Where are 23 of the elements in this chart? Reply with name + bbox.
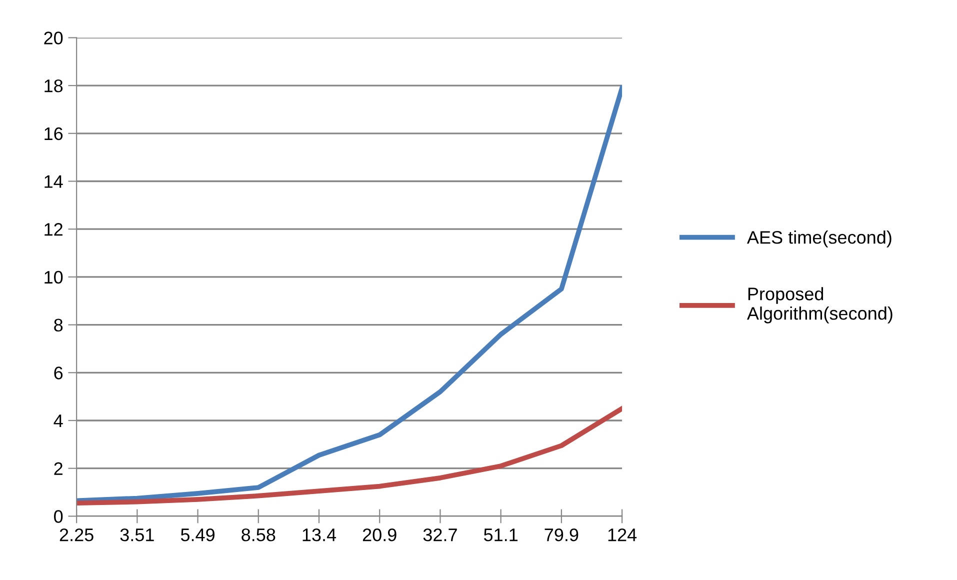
- y-tick-label: 8: [54, 318, 63, 332]
- x-tick-label: 51.1: [484, 528, 518, 542]
- y-tick-label: 2: [54, 462, 62, 475]
- x-tick-label: 8.58: [242, 528, 276, 542]
- x-tick-label: 5.49: [180, 528, 214, 542]
- x-tick-label: 124: [608, 528, 637, 542]
- y-tick-label: 4: [54, 414, 63, 428]
- y-tick-label: 0: [54, 510, 63, 523]
- x-tick-label: 13.4: [302, 528, 336, 542]
- y-tick-label: 10: [44, 270, 63, 284]
- legend-label: Proposed Algorithm(second): [746, 287, 892, 324]
- y-tick-label: 20: [44, 32, 63, 44]
- legend-label: AES time(second): [746, 230, 892, 248]
- x-tick-label: 32.7: [423, 528, 457, 542]
- y-tick-label: 14: [44, 175, 63, 188]
- y-tick-label: 6: [54, 366, 63, 380]
- x-tick-label: 2.25: [60, 528, 94, 542]
- x-tick-label: 79.9: [544, 528, 578, 542]
- y-tick-label: 12: [44, 223, 62, 236]
- y-tick-label: 18: [44, 79, 63, 92]
- x-tick-label: 3.51: [120, 528, 154, 542]
- x-tick-label: 20.9: [362, 528, 396, 542]
- y-tick-label: 16: [44, 127, 63, 140]
